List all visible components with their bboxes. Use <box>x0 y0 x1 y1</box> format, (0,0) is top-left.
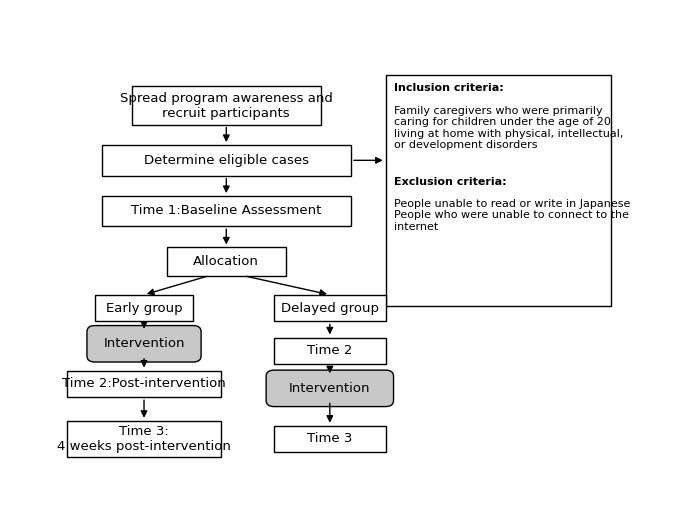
Bar <box>166 247 286 276</box>
Bar <box>95 295 193 321</box>
Text: Determine eligible cases: Determine eligible cases <box>144 154 309 167</box>
Text: People unable to read or write in Japanese
People who were unable to connect to : People unable to read or write in Japane… <box>393 199 630 232</box>
Text: Time 3: Time 3 <box>307 432 353 446</box>
FancyBboxPatch shape <box>87 326 201 362</box>
Bar <box>274 338 386 364</box>
Text: Family caregivers who were primarily
caring for children under the age of 20
liv: Family caregivers who were primarily car… <box>393 106 623 150</box>
Text: Time 2:Post-intervention: Time 2:Post-intervention <box>62 377 226 390</box>
FancyBboxPatch shape <box>266 370 393 407</box>
Text: Exclusion criteria:: Exclusion criteria: <box>393 177 506 187</box>
Text: Intervention: Intervention <box>289 382 371 395</box>
Text: Inclusion criteria:: Inclusion criteria: <box>393 84 503 94</box>
Bar <box>101 196 351 226</box>
Text: Delayed group: Delayed group <box>281 301 379 315</box>
Bar <box>101 145 351 176</box>
Bar <box>386 75 611 306</box>
Bar <box>132 86 321 125</box>
Text: Allocation: Allocation <box>193 255 259 268</box>
Text: Early group: Early group <box>105 301 182 315</box>
Bar <box>67 371 221 397</box>
Text: Spread program awareness and
recruit participants: Spread program awareness and recruit par… <box>120 92 333 119</box>
Bar <box>274 426 386 452</box>
Bar <box>67 421 221 457</box>
Text: Time 1:Baseline Assessment: Time 1:Baseline Assessment <box>131 205 321 217</box>
Text: Intervention: Intervention <box>103 337 185 350</box>
Text: Time 2: Time 2 <box>307 344 353 357</box>
Bar <box>274 295 386 321</box>
Text: Time 3:
4 weeks post-intervention: Time 3: 4 weeks post-intervention <box>57 425 231 453</box>
